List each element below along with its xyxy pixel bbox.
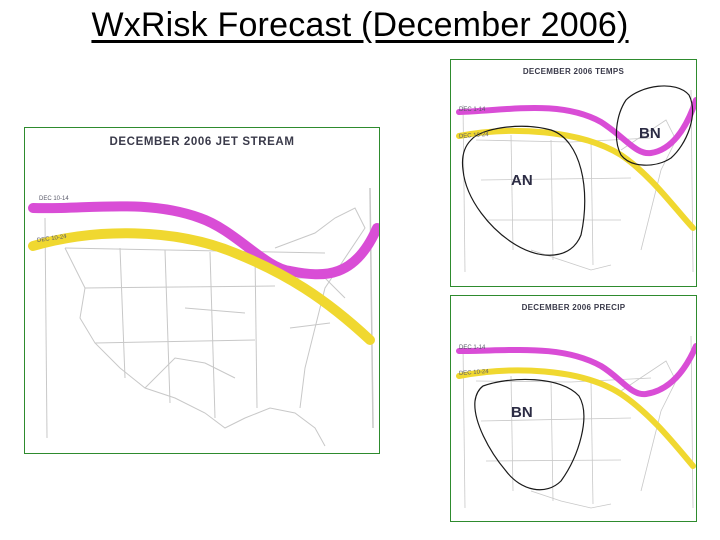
subtropical-jet-line — [456, 127, 696, 231]
polar-jet-line — [456, 97, 696, 157]
polar-jet-line — [28, 201, 379, 280]
jet-polar-label: DEC 10-14 — [39, 196, 69, 202]
precip-map-panel: DECEMBER 2006 PRECIP DEC 1-14 DEC 10-24 … — [450, 295, 697, 522]
precip-map-svg — [456, 335, 696, 509]
temps-map-panel: DECEMBER 2006 TEMPS DEC 1-14 DEC 10-24 A… — [450, 59, 697, 287]
polar-jet-line — [456, 343, 696, 398]
subtropical-jet-line — [456, 367, 696, 469]
precip-bn-region-outline — [474, 378, 585, 491]
temps-bn-label: BN — [639, 125, 661, 142]
jet-stream-map-panel: DECEMBER 2006 JET STREAM DEC 10-14 DEC 1… — [24, 127, 380, 454]
temps-bn-region-outline — [615, 85, 694, 166]
temps-map-svg — [456, 85, 696, 273]
us-map-outline — [462, 335, 694, 509]
slide-title: WxRisk Forecast (December 2006) — [91, 6, 629, 44]
precip-polar-label: DEC 1-14 — [459, 345, 486, 351]
jet-stream-title: DECEMBER 2006 JET STREAM — [109, 136, 295, 148]
precip-bn-label: BN — [511, 404, 533, 421]
temps-title: DECEMBER 2006 TEMPS — [522, 67, 625, 76]
temps-an-label: AN — [511, 172, 533, 189]
jet-stream-map-svg — [28, 187, 379, 447]
precip-title: DECEMBER 2006 PRECIP — [521, 303, 626, 312]
subtropical-jet-line — [28, 228, 375, 345]
us-map-outline — [462, 89, 694, 273]
temps-polar-label: DEC 1-14 — [459, 107, 486, 113]
temps-an-region-outline — [461, 125, 586, 256]
